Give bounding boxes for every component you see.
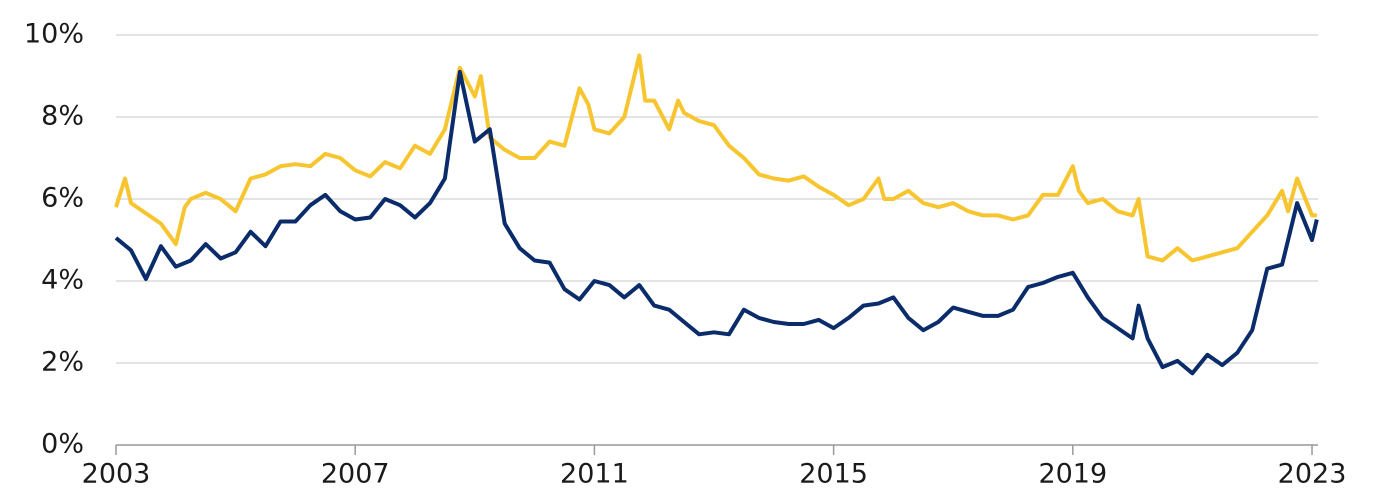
y-tick-label: 2% (41, 347, 84, 378)
y-tick-label: 10% (24, 19, 84, 50)
x-tick-label: 2019 (1038, 459, 1107, 490)
x-tick-label: 2015 (799, 459, 868, 490)
series-line (114, 53, 1317, 263)
x-tick-label: 2003 (82, 459, 151, 490)
y-tick-label: 0% (41, 429, 84, 460)
y-tick-label: 6% (41, 183, 84, 214)
series-line (114, 69, 1319, 376)
y-tick-label: 8% (41, 101, 84, 132)
x-tick-label: 2007 (321, 459, 390, 490)
x-tick-label: 2023 (1278, 459, 1347, 490)
y-tick-label: 4% (41, 265, 84, 296)
x-tick-label: 2011 (560, 459, 629, 490)
